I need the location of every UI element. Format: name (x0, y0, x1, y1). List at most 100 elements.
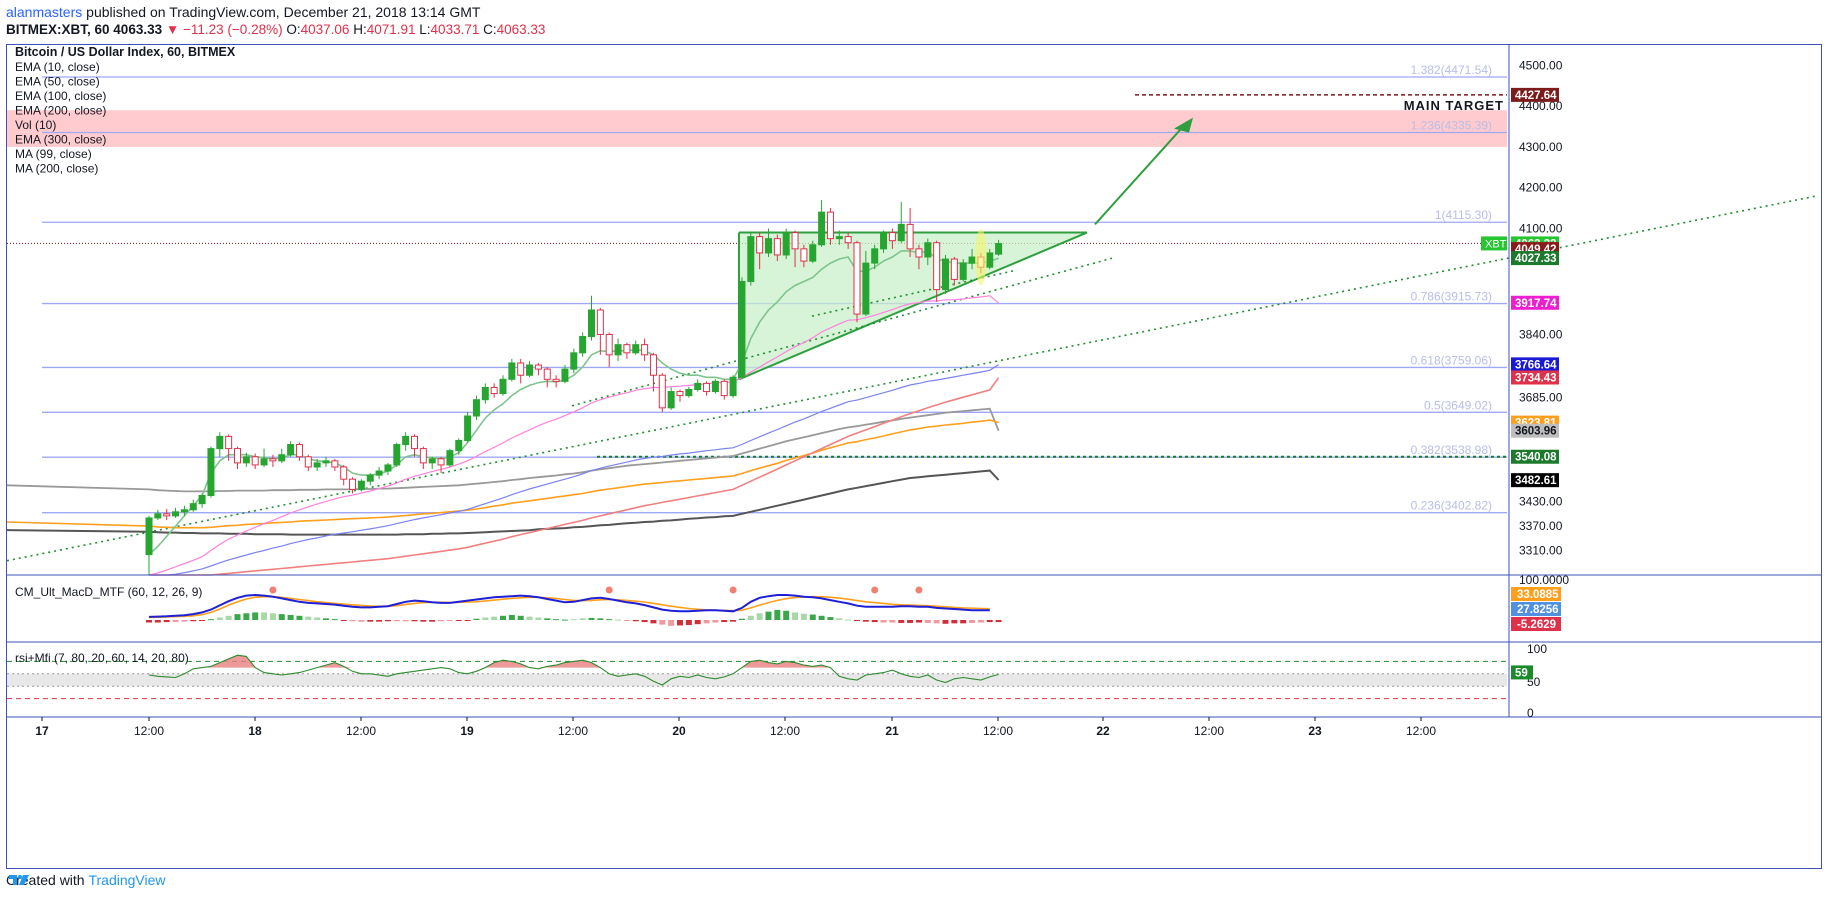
macd-histogram-bar (367, 620, 374, 622)
macd-histogram-bar (977, 620, 984, 623)
time-tick-label: 22 (1096, 724, 1110, 738)
macd-histogram-bar (358, 620, 365, 622)
candle-body (942, 258, 949, 291)
price-tick-label: 4500.00 (1519, 58, 1563, 72)
rsi-tick-label: 0 (1527, 706, 1534, 720)
long-trendline (7, 195, 1818, 562)
candle-body (995, 243, 1003, 255)
macd-histogram-bar (544, 618, 551, 620)
candle-body (641, 344, 649, 356)
indicator-legend-item: EMA (200, close) (15, 104, 106, 118)
target-zone (7, 110, 1507, 147)
macd-histogram-bar (606, 619, 613, 621)
macd-histogram-bar (597, 618, 604, 620)
chart-title: Bitcoin / US Dollar Index, 60, BITMEX (15, 45, 236, 59)
candle-body (588, 309, 595, 337)
macd-histogram-bar (420, 620, 427, 622)
macd-histogram-bar (765, 611, 772, 620)
macd-histogram-bar (694, 620, 701, 625)
symbol-label: BITMEX:XBT, 60 (6, 22, 110, 37)
candle-body (366, 474, 374, 482)
price-label: 3766.64 (1515, 359, 1557, 371)
macd-histogram-bar (287, 614, 294, 620)
candle-body (676, 391, 684, 397)
candle-body (826, 211, 834, 240)
price-label: 3482.61 (1515, 475, 1557, 487)
macd-histogram-bar (384, 620, 391, 622)
macd-histogram-bar (190, 620, 197, 622)
candle-body (950, 258, 958, 280)
price-label-box (1511, 370, 1559, 385)
author-link[interactable]: alanmasters (6, 4, 83, 20)
macd-value-box (1511, 587, 1561, 601)
candle-body (543, 368, 551, 380)
time-tick-label: 12:00 (770, 724, 800, 738)
candle-body (349, 478, 357, 490)
candle-body (933, 242, 941, 291)
candle-body (888, 232, 896, 242)
ema100-line (149, 364, 999, 576)
macd-value-box (1511, 602, 1561, 616)
candle-body (703, 382, 711, 393)
fib-level-label: 1.382(4471.54) (1411, 63, 1492, 77)
candle-body (623, 344, 631, 354)
macd-histogram-bar (951, 620, 958, 624)
candle-body (773, 238, 781, 256)
macd-histogram-bar (146, 620, 152, 623)
price-change: −11.23 (−0.28%) (183, 22, 283, 37)
price-tick-label: 3310.00 (1519, 544, 1563, 558)
macd-histogram-bar (429, 620, 436, 622)
low-value: 4033.71 (430, 22, 480, 37)
macd-histogram-bar (278, 614, 285, 620)
candle-body (614, 344, 622, 356)
candle-body (694, 382, 702, 390)
macd-histogram-bar (269, 613, 276, 620)
macd-histogram-bar (181, 620, 188, 622)
macd-histogram-bar (632, 620, 639, 622)
price-tick-label: 4300.00 (1519, 140, 1563, 154)
candle-body (818, 211, 826, 246)
macd-histogram-bar (668, 620, 675, 626)
candle-body (225, 435, 233, 450)
time-tick-label: 17 (35, 724, 49, 738)
candle-body (499, 378, 507, 395)
candle-body (862, 262, 870, 315)
ema50-line (148, 295, 999, 576)
macd-histogram-bar (172, 620, 179, 623)
candle-body (897, 223, 905, 242)
tradingview-brand-link[interactable]: TradingView (88, 872, 166, 888)
macd-value-label: -5.2629 (1517, 619, 1556, 631)
indicator-legend-item: EMA (50, close) (15, 75, 100, 89)
macd-cross-marker (871, 586, 879, 594)
macd-histogram-bar (561, 619, 568, 621)
macd-line (148, 593, 990, 618)
macd-histogram-bar (402, 620, 409, 622)
highlight-marker (974, 229, 987, 285)
high-label: H: (353, 22, 367, 37)
price-label-box (1511, 295, 1559, 310)
candle-body (526, 364, 534, 376)
candle-body (455, 439, 463, 452)
ema200-line (149, 377, 1000, 576)
candle-body (720, 380, 728, 397)
macd-histogram-bar (243, 613, 250, 620)
candle-body (579, 336, 587, 354)
candle-body (428, 458, 436, 464)
macd-histogram-bar (464, 620, 471, 621)
price-tick-label: 3685.00 (1519, 391, 1563, 405)
candle-body (791, 232, 799, 250)
candle-body (304, 456, 312, 468)
macd-histogram-bar (234, 614, 241, 620)
chart-canvas[interactable]: 1.382(4471.54) 1.236(4335.39) 1(4115.30) 0.… (7, 45, 1821, 868)
price-label-box (1511, 87, 1559, 102)
candle-body (959, 262, 967, 280)
chart-frame[interactable]: 1.382(4471.54) 1.236(4335.39) 1(4115.30) 0.… (6, 44, 1822, 869)
candle-body (340, 466, 348, 480)
candle-body (472, 399, 480, 417)
price-label-box (1511, 473, 1559, 488)
candle-body (278, 454, 286, 462)
price-label: 4427.64 (1515, 90, 1557, 102)
fib-level-label: 0.236(3402.82) (1411, 499, 1492, 513)
price-label: 4027.33 (1515, 253, 1557, 265)
time-tick-label: 12:00 (558, 724, 588, 738)
